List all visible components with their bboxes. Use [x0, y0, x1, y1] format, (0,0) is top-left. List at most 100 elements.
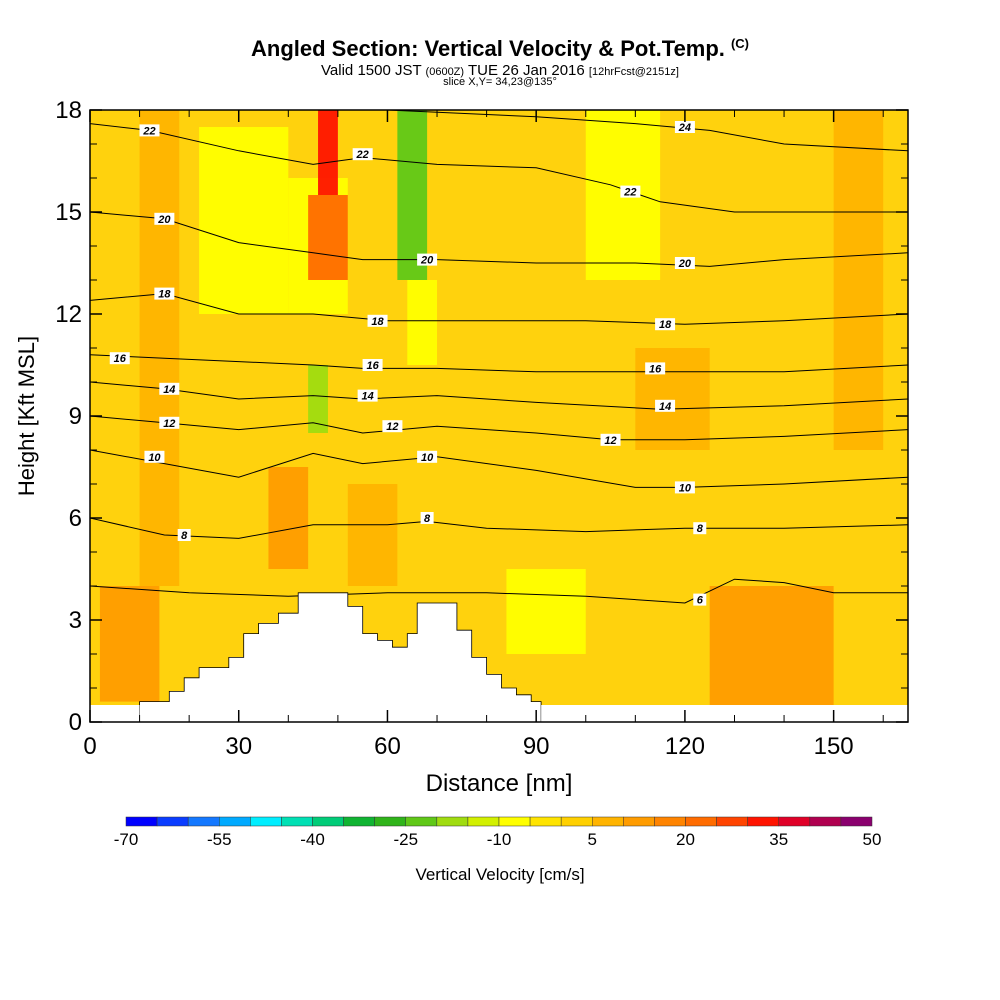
colorbar-swatch	[685, 816, 717, 827]
colorbar-tick-label: -40	[300, 830, 325, 849]
contour-label: 20	[678, 258, 692, 270]
colorbar-tick-label: 5	[588, 830, 597, 849]
valid-time-text: Valid 1500 JST	[321, 62, 422, 79]
contour-label: 22	[623, 187, 636, 199]
contour-label-bg	[382, 420, 403, 433]
contour-label: 10	[679, 482, 692, 494]
contour-label-bg	[144, 450, 165, 463]
colorbar-tick-label: -10	[487, 830, 512, 849]
x-tick-label: 60	[374, 733, 401, 760]
colorbar-swatch	[623, 816, 655, 827]
colorbar-swatch	[654, 816, 686, 827]
colorbar-label: Vertical Velocity [cm/s]	[415, 865, 584, 884]
x-tick-label: 120	[665, 733, 705, 760]
terrain-mask	[90, 592, 908, 723]
contour-label: 24	[678, 122, 691, 134]
colorbar-swatch	[592, 816, 624, 827]
contour-label: 14	[163, 384, 175, 396]
chart-title-text: Angled Section: Vertical Velocity & Pot.…	[251, 36, 725, 61]
contour-label: 22	[142, 125, 155, 137]
colorbar-swatch	[187, 816, 220, 827]
contour-label: 18	[158, 289, 171, 301]
colorbar-swatch	[405, 816, 438, 827]
colorbar-swatch	[219, 816, 251, 827]
contour-label-bg	[357, 389, 378, 402]
velocity-cell	[709, 586, 834, 705]
contour-label-bg	[645, 362, 666, 375]
colorbar: -70 -55 -40 -25 -10 5 20 35 50 Vertical Velocity …	[114, 816, 881, 884]
contour-label-bg	[417, 450, 438, 463]
axes: 0 30 60 90 120 150 0 3 6 9 12 15 18 Distance [nm] Heig…	[14, 97, 908, 797]
contour-label: 20	[157, 214, 171, 226]
contour-label-bg	[367, 314, 388, 327]
colorbar-tick-label: 35	[769, 830, 788, 849]
terrain-base	[541, 705, 908, 722]
contour-labels: 6 8 8 8 10 10 10 12 12 12 14 14 14 16 16 16 18 18 18 20 20 20…	[109, 121, 707, 607]
colorbar-swatch	[747, 816, 780, 827]
colorbar-tick-label: 20	[676, 830, 695, 849]
y-tick-label: 9	[69, 403, 82, 430]
contour-label-bg	[177, 529, 191, 541]
contour-label-bg	[674, 121, 695, 133]
colorbar-swatch	[778, 816, 811, 827]
y-tick-label: 18	[55, 97, 82, 124]
copyright-mark: (C)	[730, 36, 749, 51]
x-tick-label: 90	[523, 733, 550, 760]
colorbar-swatch	[560, 816, 593, 827]
contour-label-bg	[154, 287, 175, 300]
colorbar-swatch	[125, 816, 158, 827]
contour-label: 22	[356, 149, 369, 161]
contour-label: 8	[697, 523, 704, 535]
valid-time-line: Valid 1500 JST (0600Z) TUE 26 Jan 2016 […	[0, 62, 1000, 79]
velocity-cell	[833, 110, 884, 450]
x-tick-label: 30	[225, 733, 252, 760]
valid-date-text: TUE 26 Jan 2016	[467, 62, 585, 79]
contour-label: 12	[386, 421, 398, 433]
forecast-info-text: [12hrFcst@2151z]	[588, 66, 679, 78]
theta-contour-line	[90, 415, 908, 441]
contour-label-bg	[420, 512, 434, 524]
utc-time-text: (0600Z)	[425, 66, 465, 78]
velocity-cell	[99, 586, 160, 702]
colorbar-swatch	[467, 816, 500, 827]
colorbar-swatch	[374, 816, 406, 827]
colorbar-swatch	[343, 816, 375, 827]
colorbar-swatch	[840, 816, 873, 827]
colorbar-swatch	[156, 816, 189, 827]
velocity-cell	[139, 110, 180, 586]
contour-label: 12	[604, 435, 616, 447]
y-tick-label: 15	[55, 199, 82, 226]
contour-label: 18	[659, 319, 672, 331]
contour-label: 16	[649, 363, 662, 375]
theta-contour-line	[90, 381, 908, 410]
contour-label: 20	[420, 255, 434, 267]
contour-label: 8	[424, 513, 431, 525]
contour-label-bg	[600, 433, 621, 446]
velocity-cell	[506, 569, 586, 654]
contour-label: 12	[163, 418, 175, 430]
colorbar-swatch	[250, 816, 282, 827]
colorbar-tick-label: -70	[114, 830, 139, 849]
velocity-cell	[268, 467, 309, 569]
contour-label-bg	[674, 257, 695, 269]
contour-label-bg	[109, 352, 130, 365]
contour-label-bg	[674, 481, 695, 494]
terrain-profile	[139, 592, 542, 723]
contour-label-bg	[620, 185, 641, 198]
contour-label-bg	[655, 318, 676, 331]
colorbar-swatch	[312, 816, 344, 827]
x-tick-label: 0	[83, 733, 96, 760]
velocity-cell	[407, 280, 438, 365]
velocity-field	[90, 110, 908, 722]
y-tick-label: 0	[69, 709, 82, 736]
velocity-cell	[308, 365, 328, 433]
velocity-cell	[308, 195, 348, 280]
slice-info: slice X,Y= 34,23@135°	[443, 76, 557, 88]
contour-label-bg	[159, 416, 180, 429]
contour-label-bg	[417, 253, 438, 266]
theta-contour-line	[90, 293, 908, 325]
colorbar-swatch	[809, 816, 842, 827]
contour-label: 10	[421, 452, 434, 464]
colorbar-tick-label: -25	[393, 830, 418, 849]
contour-label-bg	[159, 382, 180, 395]
